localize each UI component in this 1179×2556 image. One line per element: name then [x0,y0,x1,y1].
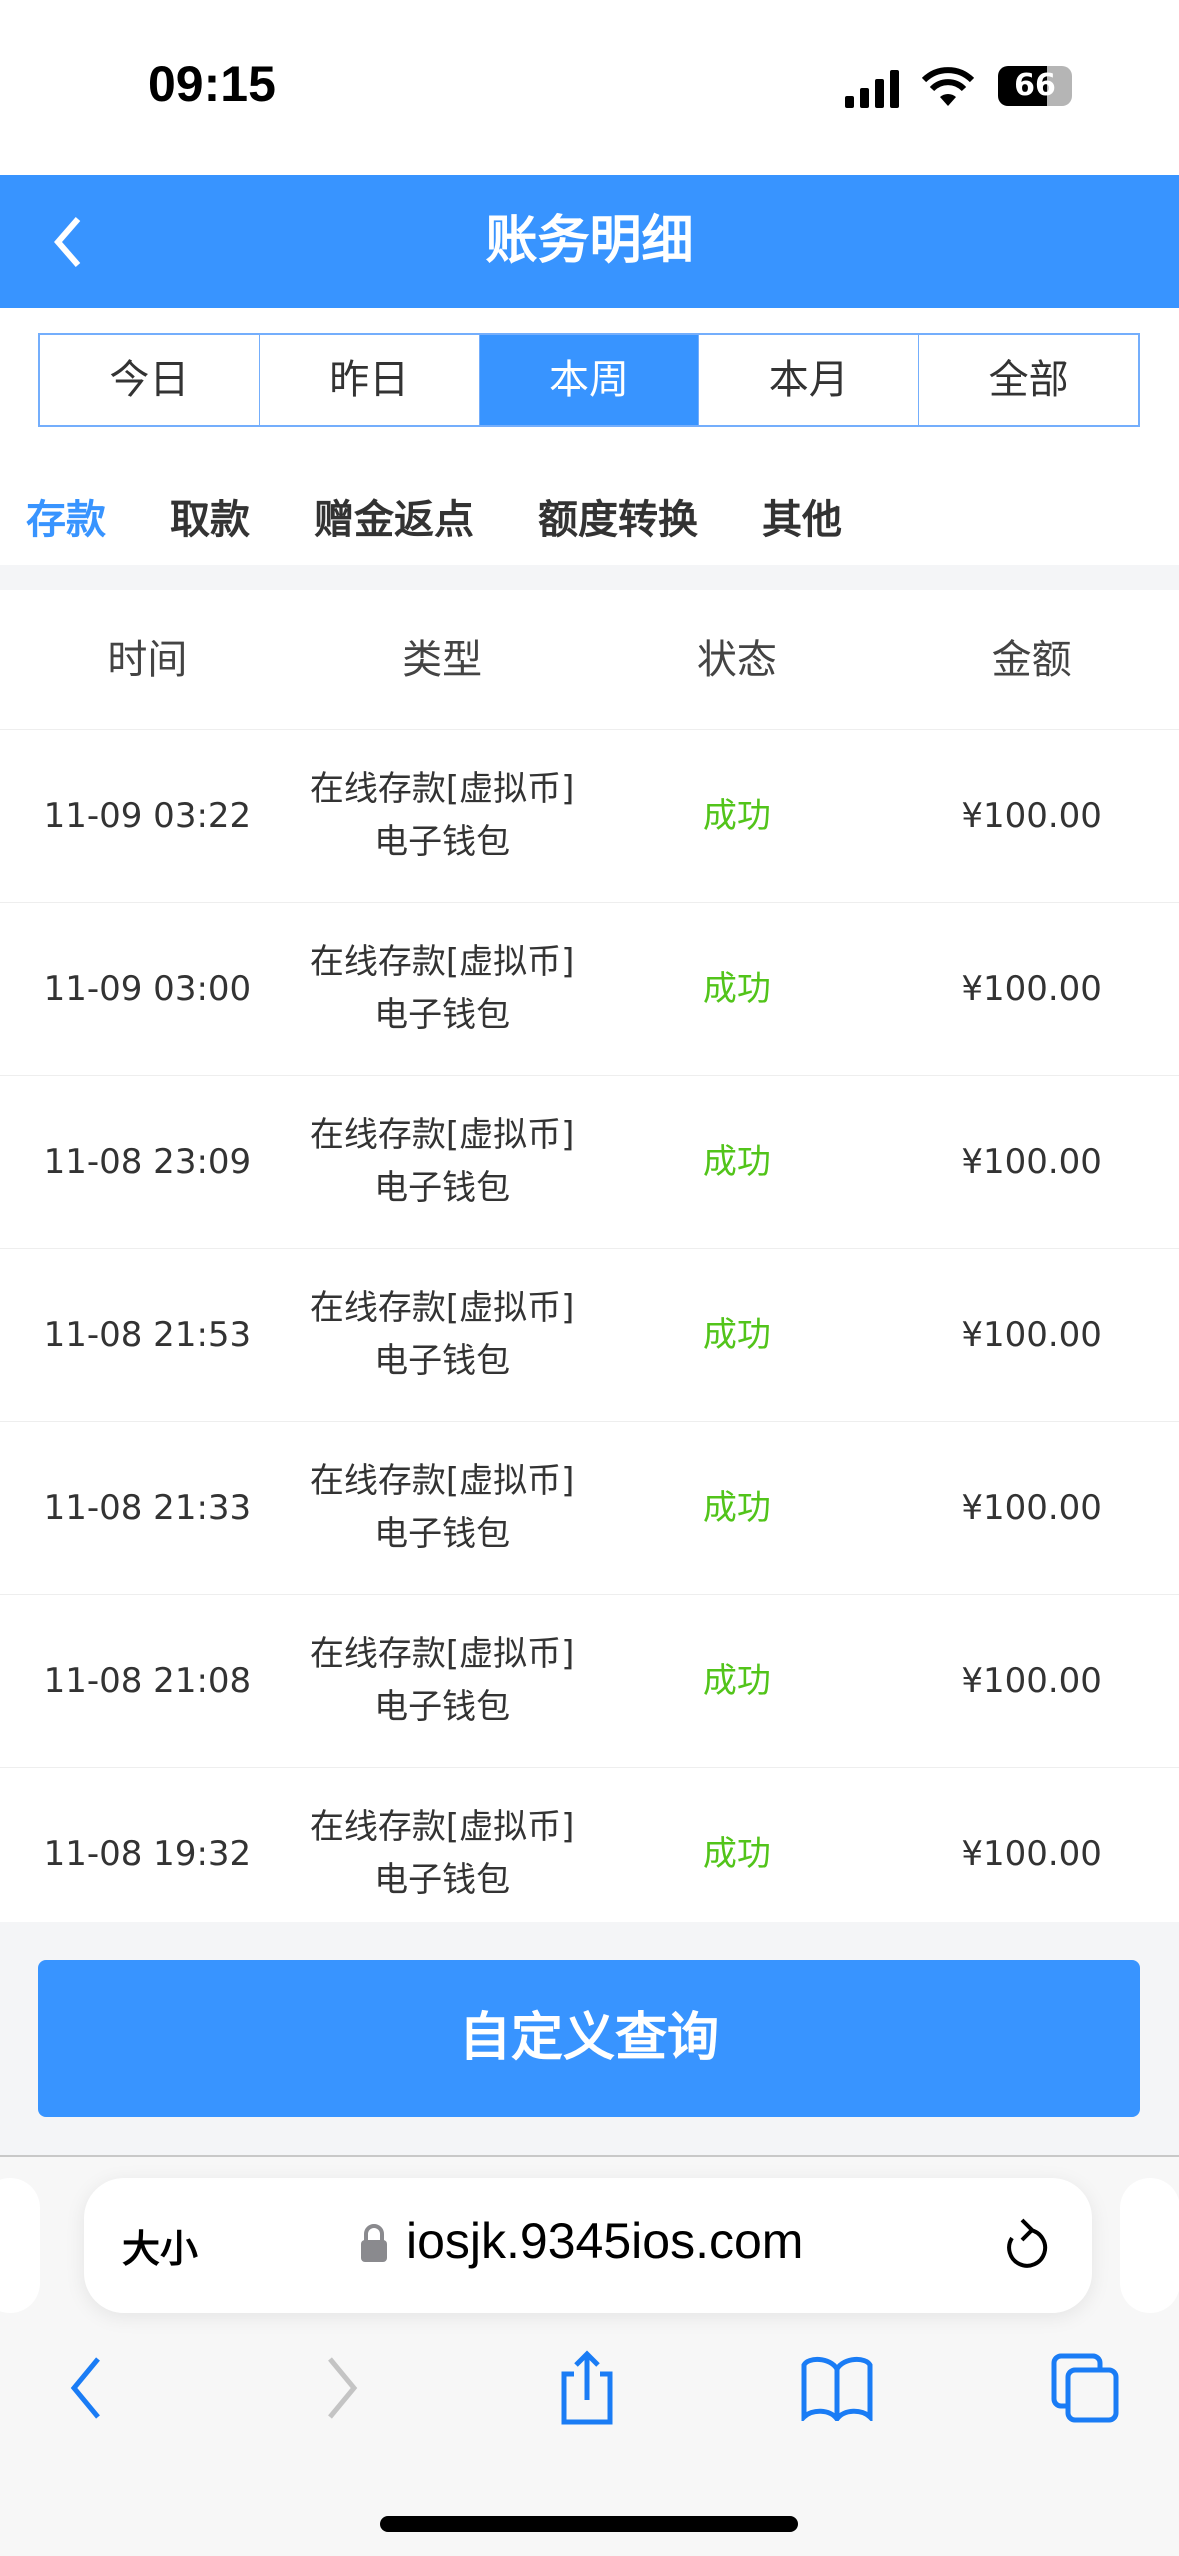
table-row: 11-08 21:08 在线存款[虚拟币] 电子钱包 成功 ¥100.00 [0,1595,1179,1768]
period-all[interactable]: 全部 [918,335,1138,425]
row-type: 在线存款[虚拟币] 电子钱包 [295,1455,590,1560]
signal-icon [845,70,899,108]
row-type-method: 在线存款[虚拟币] [309,1115,575,1156]
header-type: 类型 [402,636,483,683]
table-row: 11-09 03:00 在线存款[虚拟币] 电子钱包 成功 ¥100.00 [0,903,1179,1076]
row-type-method: 在线存款[虚拟币] [309,942,575,983]
table-row: 11-08 21:33 在线存款[虚拟币] 电子钱包 成功 ¥100.00 [0,1422,1179,1595]
row-time: 11-08 23:09 [43,1141,252,1182]
records-table: 时间 类型 状态 金额 11-09 03:22 在线存款[虚拟币] 电子钱包 成功… [0,590,1179,1941]
status-time: 09:15 [148,56,276,112]
tabs-icon[interactable] [1050,2352,1120,2424]
row-type-channel: 电子钱包 [374,1860,511,1900]
row-amount: ¥100.00 [961,1314,1102,1355]
back-icon[interactable] [50,215,86,269]
browser-forward-icon[interactable] [322,2355,362,2421]
row-type: 在线存款[虚拟币] 电子钱包 [295,763,590,868]
text-size-button[interactable]: 大小 [122,2227,199,2271]
row-type-channel: 电子钱包 [374,1687,511,1727]
custom-query-button[interactable]: 自定义查询 [38,1960,1140,2117]
row-amount: ¥100.00 [961,795,1102,836]
row-type: 在线存款[虚拟币] 电子钱包 [295,1109,590,1214]
row-amount: ¥100.00 [961,1141,1102,1182]
period-today[interactable]: 今日 [109,357,190,403]
row-amount: ¥100.00 [961,968,1102,1009]
header-time: 时间 [107,636,188,683]
battery-indicator: 66 [998,66,1072,106]
row-amount: ¥100.00 [961,1833,1102,1874]
row-time: 11-09 03:00 [43,968,252,1009]
row-status: 成功 [702,1833,771,1874]
header-amount: 金额 [991,636,1072,683]
battery-level: 66 [1014,68,1056,103]
wifi-icon [922,67,974,106]
page-title: 账务明细 [485,211,694,271]
row-type-method: 在线存款[虚拟币] [309,1461,575,1502]
row-status: 成功 [702,1487,771,1528]
row-type-method: 在线存款[虚拟币] [309,1807,575,1848]
table-header: 时间 类型 状态 金额 [0,590,1179,730]
row-type: 在线存款[虚拟币] 电子钱包 [295,1628,590,1733]
row-time: 11-08 19:32 [43,1833,252,1874]
tab-transfer[interactable]: 额度转换 [538,497,698,543]
row-type-channel: 电子钱包 [374,1168,511,1208]
row-type-method: 在线存款[虚拟币] [309,1288,575,1329]
period-this-month[interactable]: 本月 [698,335,918,425]
tab-deposit[interactable]: 存款 [26,497,106,543]
row-status: 成功 [702,1314,771,1355]
row-status: 成功 [702,1141,771,1182]
category-tabs: 存款 取款 赠金返点 额度转换 其他 [0,480,842,560]
tab-withdraw[interactable]: 取款 [170,497,250,543]
row-type: 在线存款[虚拟币] 电子钱包 [295,1282,590,1387]
row-type-channel: 电子钱包 [374,1341,511,1381]
divider [0,565,1179,590]
row-status: 成功 [702,795,771,836]
share-icon[interactable] [556,2350,618,2426]
home-indicator [380,2516,798,2532]
tab-other[interactable]: 其他 [762,497,842,543]
browser-back-icon[interactable] [66,2355,106,2421]
row-amount: ¥100.00 [961,1487,1102,1528]
period-yesterday[interactable]: 昨日 [258,335,479,425]
status-bar: 09:15 66 [0,0,1179,175]
row-type-channel: 电子钱包 [374,995,511,1035]
row-status: 成功 [702,968,771,1009]
table-row: 11-08 19:32 在线存款[虚拟币] 电子钱包 成功 ¥100.00 [0,1768,1179,1941]
row-type-method: 在线存款[虚拟币] [309,769,575,810]
row-type: 在线存款[虚拟币] 电子钱包 [295,936,590,1041]
prev-tab-preview[interactable] [0,2178,40,2313]
table-row: 11-08 21:53 在线存款[虚拟币] 电子钱包 成功 ¥100.00 [0,1249,1179,1422]
table-row: 11-08 23:09 在线存款[虚拟币] 电子钱包 成功 ¥100.00 [0,1076,1179,1249]
row-type: 在线存款[虚拟币] 电子钱包 [295,1801,590,1906]
lock-icon [361,2224,387,2262]
nav-bar: 账务明细 [0,175,1179,308]
row-type-method: 在线存款[虚拟币] [309,1634,575,1675]
url-text[interactable]: iosjk.9345ios.com [406,2213,804,2269]
row-type-channel: 电子钱包 [374,1514,511,1554]
row-time: 11-08 21:08 [43,1660,252,1701]
period-selector: 今日 昨日 本周 本月 全部 [38,333,1140,427]
row-type-channel: 电子钱包 [374,822,511,862]
row-time: 11-09 03:22 [43,795,252,836]
row-status: 成功 [702,1660,771,1701]
row-time: 11-08 21:53 [43,1314,252,1355]
row-amount: ¥100.00 [961,1660,1102,1701]
table-row: 11-09 03:22 在线存款[虚拟币] 电子钱包 成功 ¥100.00 [0,730,1179,903]
reload-icon[interactable] [1000,2218,1050,2274]
header-status: 状态 [696,636,777,683]
address-bar[interactable]: 大小 iosjk.9345ios.com [84,2178,1092,2313]
next-tab-preview[interactable] [1120,2178,1179,2313]
bookmarks-icon[interactable] [800,2355,874,2421]
tab-bonus-rebate[interactable]: 赠金返点 [314,497,474,543]
period-this-week[interactable]: 本周 [478,335,699,425]
row-time: 11-08 21:33 [43,1487,252,1528]
